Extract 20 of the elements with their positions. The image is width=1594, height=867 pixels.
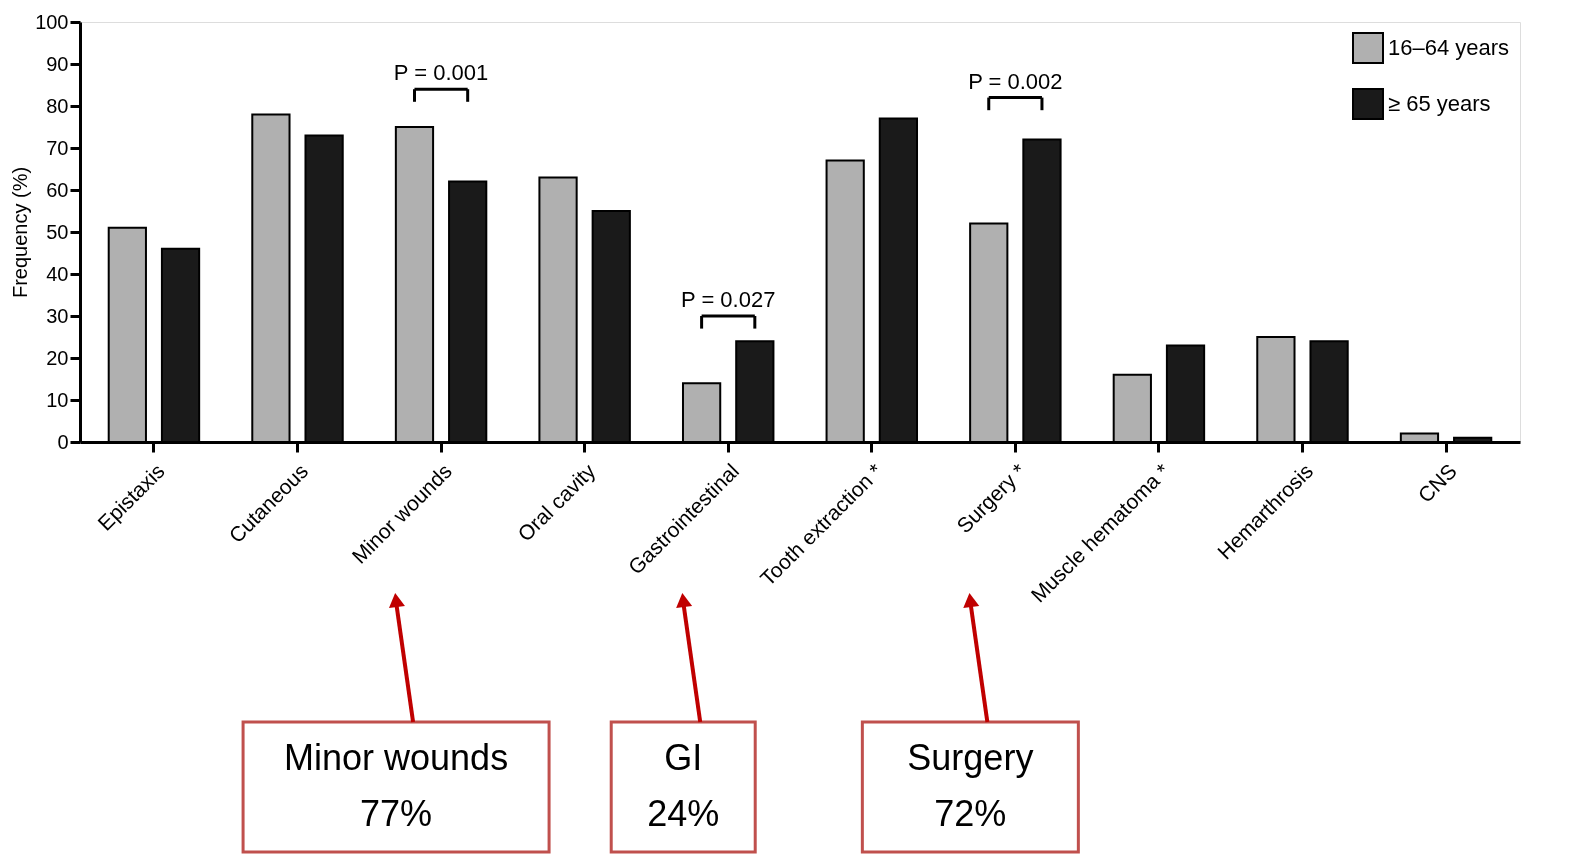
y-tick-label: 0	[57, 430, 69, 453]
text: Surgery 72%	[907, 737, 1034, 834]
y-tick-label: 20	[46, 346, 69, 369]
y-tick-label: 10	[46, 388, 69, 411]
y-tick-label: 30	[46, 304, 69, 327]
y-tick-label: 70	[46, 136, 69, 159]
legend-label: 16–64 years	[1388, 35, 1510, 60]
y-tick-label: 50	[46, 220, 69, 243]
text: GI 24%	[647, 737, 720, 834]
y-tick-label: 80	[46, 94, 69, 117]
y-tick-label: 60	[46, 178, 69, 201]
text: Minor wounds 77%	[284, 737, 509, 834]
legend-label: ≥ 65 years	[1388, 91, 1491, 116]
y-tick-label: 100	[35, 10, 69, 33]
annotation: P = 0.001	[393, 60, 489, 86]
y-tick-label: 40	[46, 262, 69, 285]
annotation: P = 0.002	[968, 68, 1063, 94]
y-axis-title: Frequency (%)	[9, 166, 32, 299]
y-tick-label: 90	[46, 52, 69, 75]
annotation: P = 0.027	[681, 287, 776, 312]
